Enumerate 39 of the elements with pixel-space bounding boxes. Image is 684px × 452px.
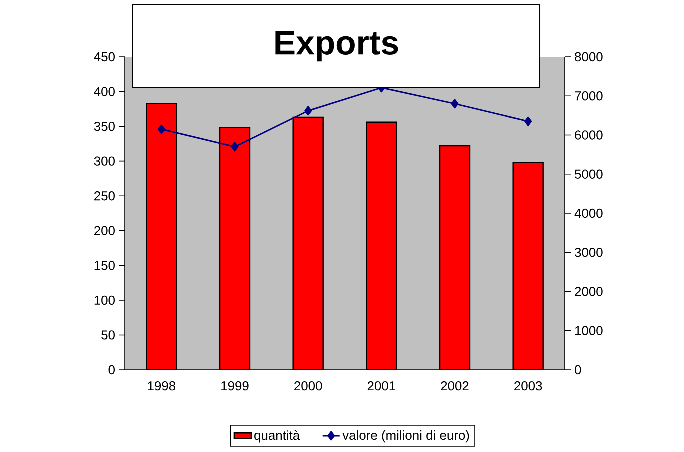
- y2-tick-label: 5000: [575, 170, 603, 179]
- y-tick-label: 250: [94, 192, 115, 201]
- y2-tick-label: 1000: [576, 326, 603, 336]
- x-tick-label: 2000: [294, 382, 322, 391]
- y2-tick-label: 8000: [575, 52, 603, 62]
- y-tick-label: 150: [94, 261, 115, 270]
- y-tick-label: 0: [108, 365, 115, 375]
- y2-tick-label: 3000: [575, 248, 603, 258]
- chart-title: Exports: [276, 31, 398, 62]
- x-tick-label: 2001: [368, 382, 396, 391]
- y-tick-label: 100: [94, 296, 115, 306]
- x-tick-label: 2003: [514, 382, 542, 391]
- x-tick-label: 2002: [441, 382, 469, 391]
- bar: [219, 127, 251, 370]
- x-tick-label: 1999: [222, 382, 249, 391]
- bar: [366, 122, 398, 370]
- y2-tick-label: 4000: [574, 208, 603, 218]
- legend-label: quantità: [254, 430, 300, 443]
- x-tick-label: 1998: [148, 382, 176, 391]
- point: [524, 116, 532, 126]
- y2-tick-label: 6000: [575, 130, 603, 140]
- y2-tick-label: 7000: [575, 92, 603, 101]
- bar: [146, 103, 178, 370]
- y-tick-label: 350: [94, 122, 115, 132]
- point: [304, 106, 312, 116]
- y-tick-label: 200: [94, 226, 115, 236]
- point: [158, 124, 166, 134]
- y-tick-label: 50: [102, 330, 115, 340]
- point: [451, 99, 459, 109]
- y-tick-label: 400: [94, 87, 115, 96]
- y-tick-label: 300: [94, 156, 115, 166]
- bar: [439, 145, 471, 370]
- bar: [512, 162, 544, 370]
- y2-tick-label: 0: [575, 365, 582, 375]
- legend-label: valore (milioni di euro): [342, 430, 470, 443]
- y-tick-label: 450: [94, 52, 115, 62]
- bar: [292, 116, 324, 370]
- y2-tick-label: 2000: [575, 287, 603, 296]
- point: [231, 142, 239, 152]
